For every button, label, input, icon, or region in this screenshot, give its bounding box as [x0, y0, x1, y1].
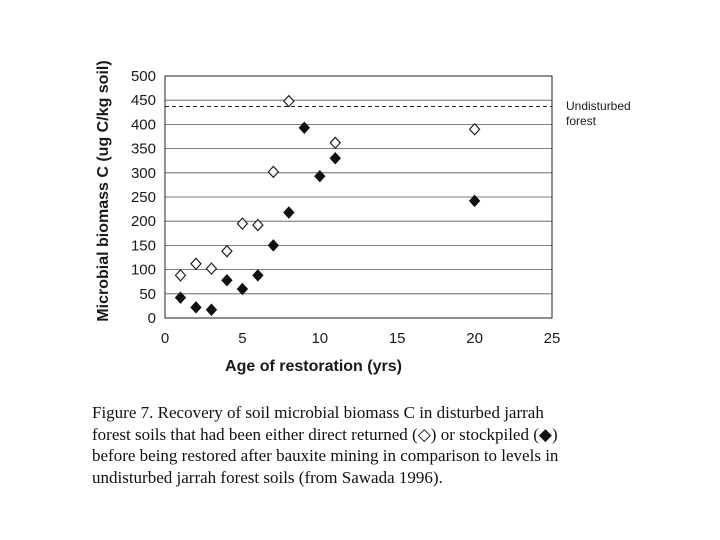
stockpiled-point [174, 291, 187, 304]
stockpiled-point [252, 269, 264, 282]
stockpiled-point [236, 282, 249, 296]
y-tick-label: 100 [131, 262, 156, 279]
direct-returned-point [252, 218, 264, 232]
y-tick-label: 300 [131, 165, 156, 182]
direct-returned-point [174, 269, 187, 282]
stockpiled-point [329, 152, 341, 165]
stockpiled-point [468, 194, 481, 208]
stockpiled-point [314, 169, 326, 183]
y-tick-label: 50 [139, 286, 156, 303]
stockpiled-point [267, 239, 280, 252]
y-tick-label: 250 [131, 189, 156, 206]
x-tick-label: 0 [161, 330, 169, 347]
plot-frame [164, 75, 553, 319]
figure-caption: Figure 7. Recovery of soil microbial bio… [92, 402, 652, 488]
y-tick-label: 150 [131, 237, 156, 254]
caption-line: undisturbed jarrah forest soils (from Sa… [92, 467, 443, 487]
caption-line: Figure 7. Recovery of soil microbial bio… [92, 403, 544, 422]
gridlines [165, 99, 552, 295]
reference-line-label: forest [566, 114, 597, 128]
x-axis-title: Age of restoration (yrs) [225, 358, 402, 375]
stockpiled-point [283, 206, 295, 219]
stockpiled-point [298, 121, 310, 135]
x-tick-label: 15 [389, 330, 406, 347]
x-tick-label: 25 [544, 330, 561, 347]
direct-returned-point [468, 122, 481, 136]
reference-line-label: Undisturbed [566, 99, 631, 113]
direct-returned-point [205, 262, 218, 276]
caption-line: before being restored after bauxite mini… [92, 446, 559, 465]
tick-labels: 0 50 100 150 200 250 300 350 400 450 500 0 5 10 15 20 25 [131, 68, 560, 347]
y-tick-label: 400 [131, 116, 156, 133]
y-tick-label: 500 [131, 68, 156, 85]
direct-returned-point [329, 136, 342, 150]
y-tick-label: 200 [131, 213, 156, 230]
y-tick-label: 450 [131, 92, 156, 109]
direct-returned-point [283, 94, 295, 108]
x-tick-label: 20 [466, 330, 483, 347]
direct-returned-point [236, 217, 249, 231]
direct-returned-point [190, 257, 202, 271]
y-axis-title: Microbial biomass C (ug C/kg soil) [95, 60, 112, 321]
caption-line: forest soils that had been either direct… [92, 424, 558, 444]
y-tick-label: 350 [131, 141, 156, 158]
stockpiled-point [221, 274, 233, 287]
y-tick-label: 0 [148, 310, 156, 327]
stockpiled-point [190, 301, 202, 314]
data-points [174, 94, 481, 317]
x-tick-label: 10 [311, 330, 328, 347]
direct-returned-point [221, 244, 233, 258]
x-tick-label: 5 [238, 330, 246, 347]
direct-returned-point [267, 165, 280, 179]
stockpiled-point [205, 303, 218, 317]
